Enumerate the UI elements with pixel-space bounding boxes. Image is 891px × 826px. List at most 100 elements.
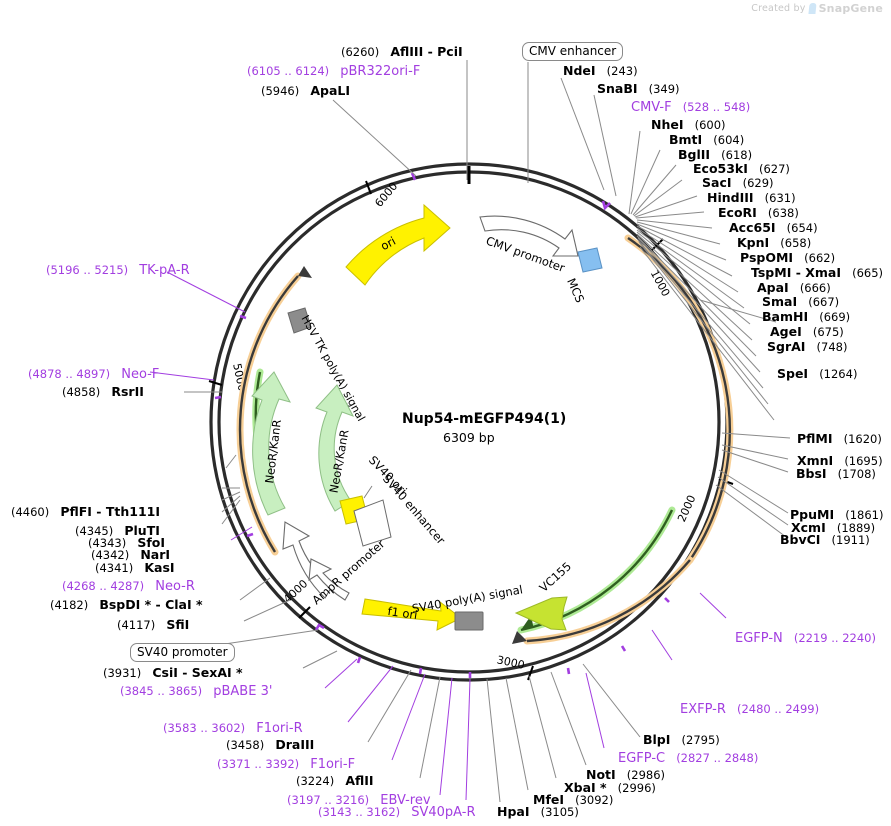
label-position: (6260) [341,45,380,59]
label-name: PluTI [124,523,160,538]
label-hpaI: HpaI (3105) [497,803,579,819]
label-name: SgrAI [767,339,806,354]
label-name: CMV-F [631,100,672,115]
label-name: NarI [140,547,171,562]
cmv-enhancer-label: CMV enhancer [522,42,624,61]
label-position: (3092) [575,793,614,807]
feature-ori: ori [345,203,451,286]
label-position: (4342) [91,548,130,562]
label-name: BamHI [762,309,809,324]
label-name: EGFP-N [735,631,783,646]
label-position: (4182) [50,598,89,612]
label-name: SacI [702,175,732,190]
svg-text:3000: 3000 [496,653,526,672]
label-snaBI: SnaBI (349) [597,80,680,96]
label-sacI: SacI (629) [702,174,774,190]
label-position: (665) [852,266,884,280]
label-blpI: BlpI (2795) [643,731,720,747]
label-position: (748) [816,340,848,354]
label-name: BlpI [643,732,671,747]
label-position: (629) [742,176,774,190]
label-aflIII-pciI: (6260) AflIII - PciI [341,43,463,59]
label-position: (1695) [844,454,883,468]
label-name: SfiI [166,617,190,632]
label-ecoRI: EcoRI (638) [718,204,799,220]
label-pspOMI: PspOMI (662) [740,249,835,265]
snapgene-watermark: Created by SnapGene [751,2,883,15]
feature-f1-ori: f1 ori [361,598,462,631]
label-xcmI: XcmI (1889) [791,519,875,535]
label-position: (627) [759,162,790,176]
plasmid-title: Nup54-mEGFP494(1) [402,411,567,427]
label-bamHI: BamHI (669) [762,308,850,324]
label-xbaI: XbaI * (2996) [564,779,656,795]
label-position: (3197 .. 3216) [287,793,370,807]
svg-text:2000: 2000 [675,493,698,524]
label-name: EXFP-R [680,702,726,717]
label-position: (638) [767,206,799,220]
label-position: (1911) [831,533,870,547]
label-ebv-rev: (3197 .. 3216) EBV-rev [287,791,431,807]
primer-tick-marks [214,172,670,678]
label-name: ApaI [757,280,789,295]
label-position: (4460) [11,505,50,519]
label-position: (4858) [62,385,101,399]
feature-sv40-enhancer: SV40 enhancer [353,472,448,547]
label-name: TK-pA-R [139,263,190,278]
label-name: KasI [144,560,175,575]
label-name: KpnI [737,235,770,250]
label-sfoI: (4343) SfoI [88,534,165,550]
orange-feature-arc [236,234,734,645]
label-position: (3371 .. 3392) [217,757,300,771]
watermark-prefix: Created by [751,3,806,14]
label-egfp-n: EGFP-N (2219 .. 2240) [735,629,876,645]
label-name: F1ori-R [256,721,303,736]
label-speI: SpeI (1264) [777,365,857,381]
label-position: (2996) [617,781,656,795]
label-position: (3105) [540,805,579,819]
label-name: XbaI * [564,780,607,795]
leader-lines [149,60,791,803]
feature-sv40-polya: SV40 poly(A) signal [411,582,524,631]
svg-text:SV40 poly(A) signal: SV40 poly(A) signal [411,582,524,615]
label-cmv-f: CMV-F (528 .. 548) [631,98,750,114]
label-name: HpaI [497,804,530,819]
label-position: (4117) [117,618,156,632]
label-position: (3583 .. 3602) [163,721,246,735]
plasmid-size: 6309 bp [443,430,495,445]
label-name: Neo-F [121,367,160,382]
label-position: (3224) [296,774,335,788]
label-position: (666) [799,281,831,295]
label-neo-f: (4878 .. 4897) Neo-F [28,365,159,381]
label-name: XmnI [797,453,834,468]
label-ppuMI: PpuMI (1861) [790,506,883,522]
label-position: (618) [721,148,753,162]
label-name: PflMI [797,431,833,446]
label-pbabe-3p: (3845 .. 3865) pBABE 3' [120,682,272,698]
label-position: (6105 .. 6124) [247,64,330,78]
label-neo-r: (4268 .. 4287) Neo-R [62,577,195,593]
label-name: SV40pA-R [411,805,476,820]
label-position: (4341) [95,561,134,575]
sv40-promoter-label: SV40 promoter [130,643,235,662]
label-position: (243) [606,64,638,78]
label-position: (3143 .. 3162) [318,805,401,819]
label-ageI: AgeI (675) [770,323,844,339]
label-position: (3931) [103,666,142,680]
label-name: DraIII [275,737,315,752]
label-position: (658) [780,236,812,250]
label-pluTI: (4345) PluTI [75,522,160,538]
label-position: (604) [713,133,745,147]
label-name: ApaLI [310,83,351,98]
label-ndeI: NdeI (243) [563,62,638,78]
label-name: EcoRI [718,205,757,220]
label-name: Eco53kI [693,161,748,176]
snapgene-logo-icon [807,3,817,14]
label-position: (667) [808,295,840,309]
label-name: TspMI - XmaI [751,265,841,280]
label-name: PpuMI [790,507,835,522]
label-f1ori-f: (3371 .. 3392) F1ori-F [217,755,355,771]
label-name: AflII [345,773,374,788]
label-acc65I: Acc65I (654) [729,219,818,235]
